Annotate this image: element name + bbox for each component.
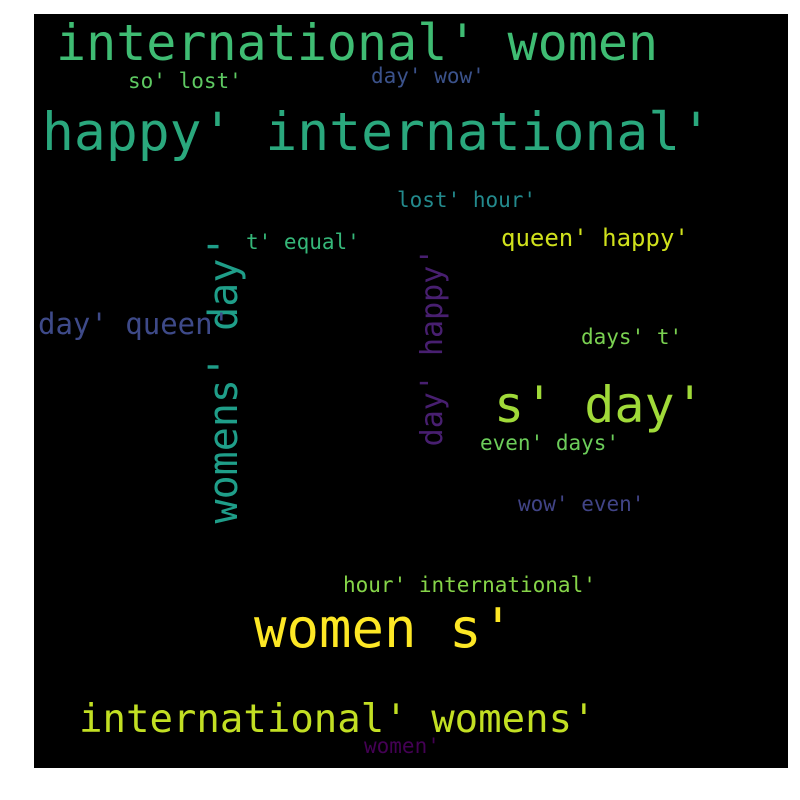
word-7: womens' day' (201, 234, 247, 524)
word-10: days' t' (581, 325, 683, 349)
word-9: day' queen' (38, 307, 231, 341)
word-1: so' lost' (128, 69, 242, 93)
word-5: queen' happy' (501, 224, 689, 252)
word-12: even' days' (480, 431, 620, 455)
word-11: s' day' (494, 376, 705, 434)
word-15: women s' (254, 597, 515, 660)
word-4: lost' hour' (397, 188, 537, 212)
word-14: hour' international' (343, 573, 596, 597)
word-6: t' equal' (246, 230, 360, 254)
word-8: day' happy' (415, 247, 450, 447)
word-0: international' women (56, 14, 659, 72)
word-13: wow' even' (518, 492, 645, 516)
word-17: women' (364, 734, 440, 758)
word-3: happy' international' (42, 102, 713, 163)
word-cloud: international' women so' lost' day' wow'… (34, 14, 788, 768)
word-16: international' womens' (79, 697, 596, 742)
word-2: day' wow' (371, 64, 485, 88)
